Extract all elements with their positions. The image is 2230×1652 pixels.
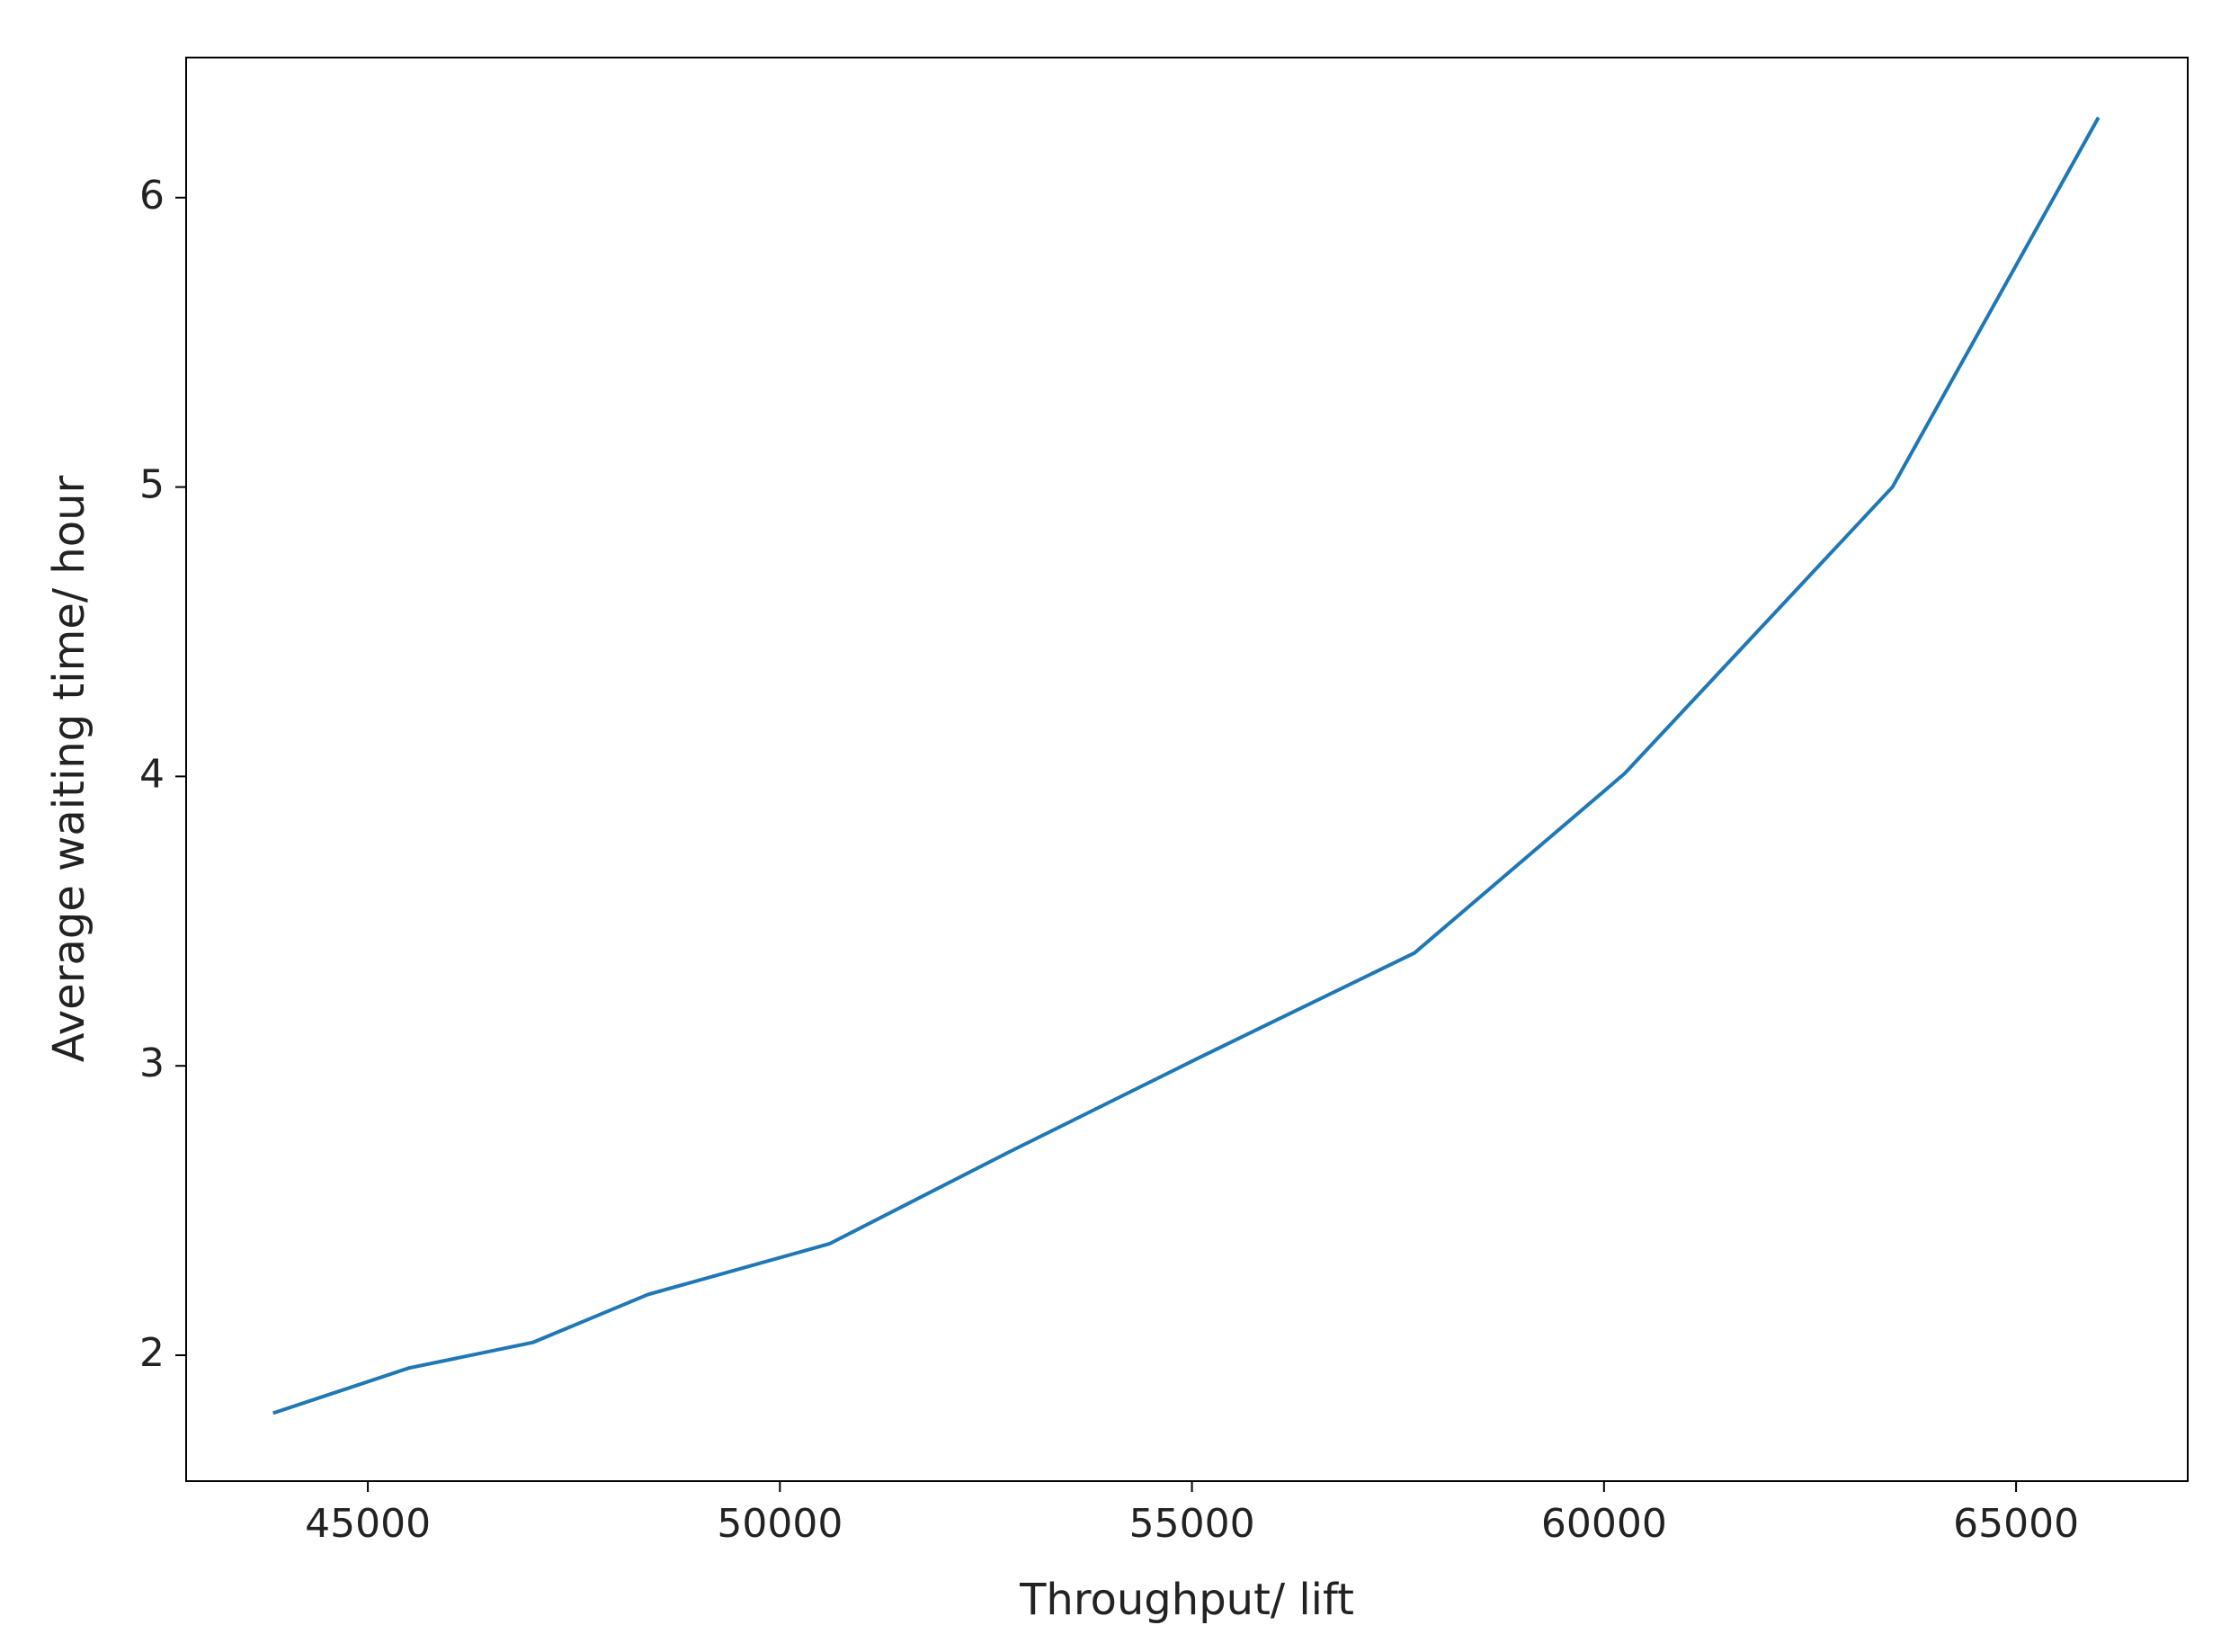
y-tick-label: 2 — [139, 1330, 165, 1376]
x-axis-label: Throughput/ lift — [1019, 1575, 1354, 1625]
x-tick-label: 50000 — [717, 1501, 843, 1547]
x-tick-label: 65000 — [1953, 1501, 2079, 1547]
y-tick-label: 5 — [139, 462, 165, 508]
y-tick-label: 3 — [139, 1040, 165, 1086]
x-tick-label: 55000 — [1129, 1501, 1255, 1547]
x-tick-label: 60000 — [1541, 1501, 1667, 1547]
y-axis-label: Average waiting time/ hour — [44, 475, 94, 1062]
y-tick-label: 6 — [139, 173, 165, 219]
x-tick-label: 45000 — [305, 1501, 431, 1547]
y-tick-label: 4 — [139, 751, 165, 797]
data-line — [272, 116, 2101, 1415]
plot-frame — [185, 57, 2189, 1482]
